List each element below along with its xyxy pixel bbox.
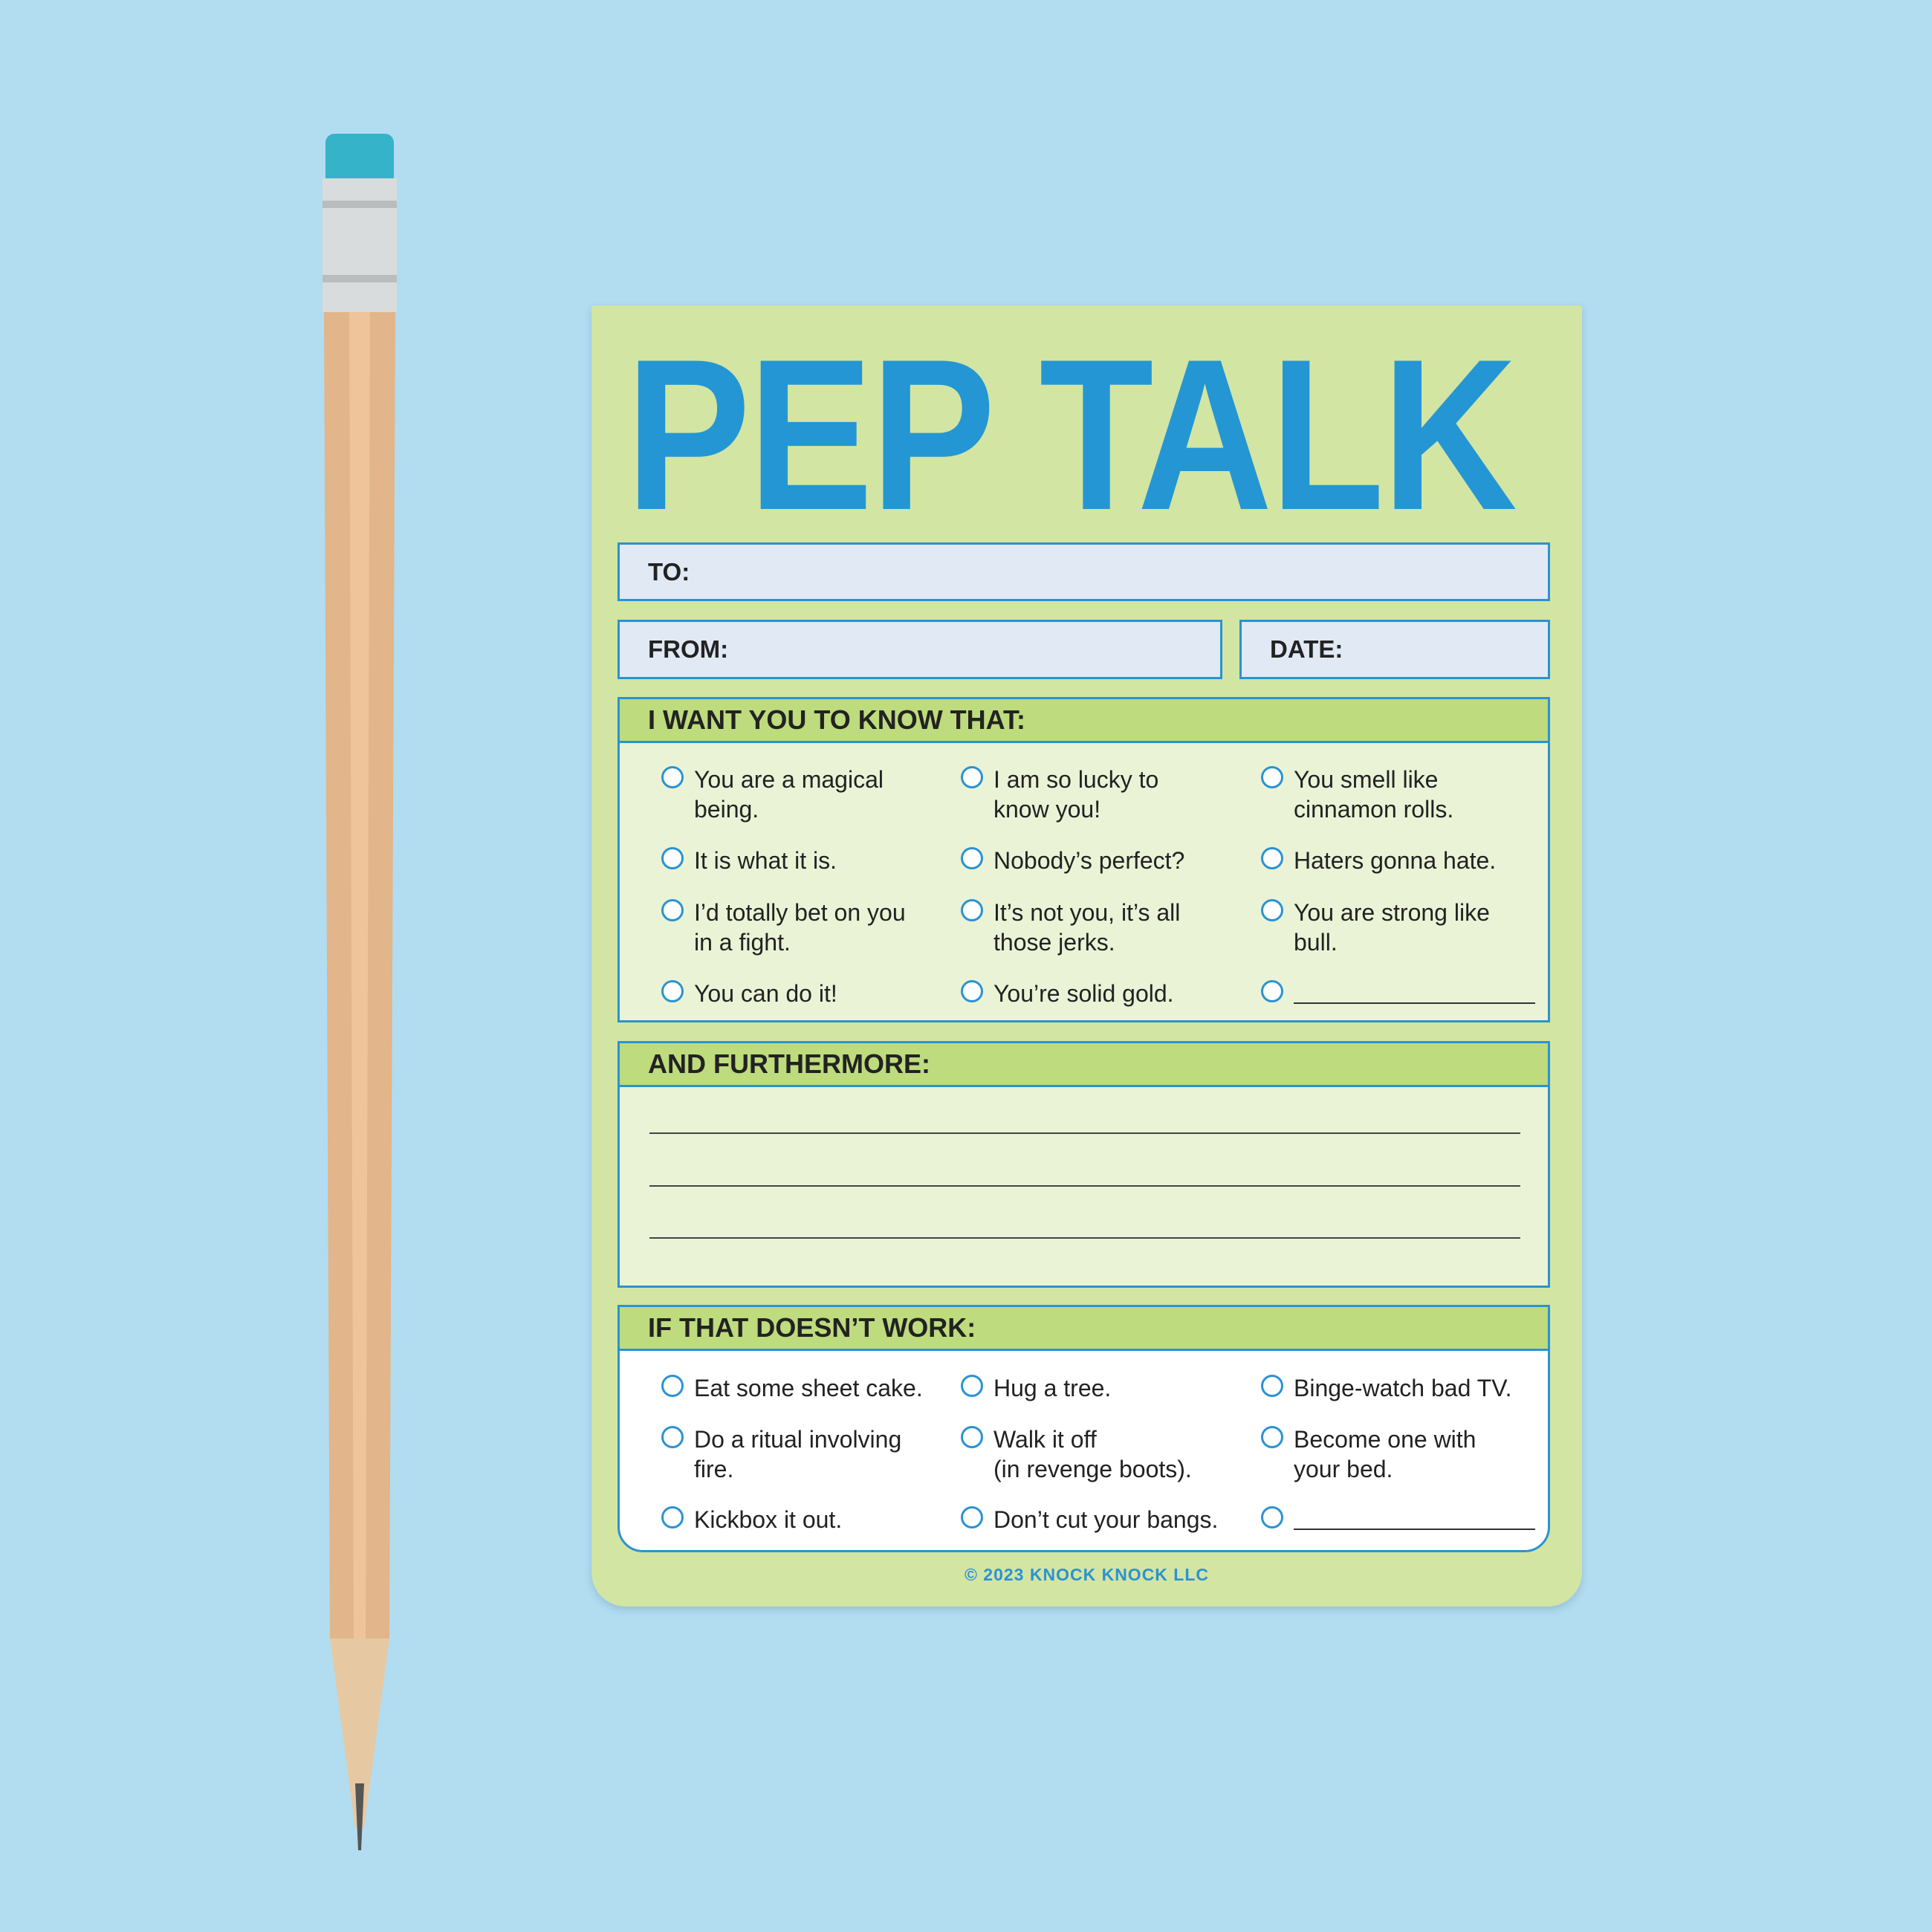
checklist-item-label: You smell like cinnamon rolls. xyxy=(1294,765,1546,824)
label-line: You can do it! xyxy=(694,980,837,1007)
from-field[interactable]: FROM: xyxy=(617,620,1222,679)
blank-write-in-line[interactable] xyxy=(1294,1529,1535,1530)
copyright-footer: © 2023 KNOCK KNOCK LLC xyxy=(964,1565,1210,1584)
checklist-item-label: Don’t cut your bangs. xyxy=(993,1505,1246,1534)
checkbox-circle-icon[interactable] xyxy=(961,1506,983,1529)
label-line: being. xyxy=(694,796,759,823)
label-line: Become one with xyxy=(1294,1426,1476,1453)
label-line: I’d totally bet on you xyxy=(694,899,906,926)
want-you-to-know-section: I WANT YOU TO KNOW THAT: You are a magic… xyxy=(617,697,1550,1022)
label-line: Do a ritual involving xyxy=(694,1426,902,1453)
date-label: DATE: xyxy=(1270,635,1343,663)
to-field[interactable]: TO: xyxy=(617,542,1550,601)
label-line: Haters gonna hate. xyxy=(1294,847,1497,874)
checklist-item-label: Haters gonna hate. xyxy=(1294,846,1546,875)
checkbox-circle-icon[interactable] xyxy=(1261,1426,1283,1448)
checklist-item-label: It’s not you, it’s all those jerks. xyxy=(993,898,1246,957)
checkbox-circle-icon[interactable] xyxy=(1261,980,1283,1002)
label-line: Walk it off xyxy=(993,1426,1097,1453)
checklist-item-label: I am so lucky to know you! xyxy=(993,765,1246,824)
checkbox-circle-icon[interactable] xyxy=(961,766,983,788)
checkbox-circle-icon[interactable] xyxy=(1261,899,1283,921)
label-line: (in revenge boots). xyxy=(993,1456,1192,1482)
checkbox-circle-icon[interactable] xyxy=(1261,1506,1283,1529)
checklist-item-label: You’re solid gold. xyxy=(993,979,1246,1008)
checklist-item-label: Eat some sheet cake. xyxy=(694,1373,947,1403)
checklist-item-label: Binge-watch bad TV. xyxy=(1294,1373,1546,1403)
checklist-item-label: You are strong like bull. xyxy=(1294,898,1546,957)
checkbox-circle-icon[interactable] xyxy=(961,1426,983,1448)
label-line: in a fight. xyxy=(694,929,791,956)
label-line: know you! xyxy=(993,796,1101,823)
label-line: Eat some sheet cake. xyxy=(694,1375,923,1401)
checklist-item-label: Become one with your bed. xyxy=(1294,1424,1546,1484)
label-line: cinnamon rolls. xyxy=(1294,796,1454,823)
checkbox-circle-icon[interactable] xyxy=(661,766,684,788)
checklist-item-label: Do a ritual involving fire. xyxy=(694,1424,947,1484)
date-field[interactable]: DATE: xyxy=(1239,620,1550,679)
write-line[interactable] xyxy=(649,1132,1520,1134)
checklist-item-label: Walk it off (in revenge boots). xyxy=(993,1424,1246,1484)
label-line: Kickbox it out. xyxy=(694,1506,843,1533)
label-line: You are a magical xyxy=(694,766,884,793)
label-line: I am so lucky to xyxy=(993,766,1159,793)
label-line: Binge-watch bad TV. xyxy=(1294,1375,1512,1401)
label-line: your bed. xyxy=(1294,1456,1393,1482)
checklist-item-label: Hug a tree. xyxy=(993,1373,1246,1403)
checkbox-circle-icon[interactable] xyxy=(961,980,983,1002)
label-line: It’s not you, it’s all xyxy=(993,899,1181,926)
checkbox-circle-icon[interactable] xyxy=(1261,1375,1283,1397)
checkbox-circle-icon[interactable] xyxy=(961,1375,983,1397)
checklist-item-label: Nobody’s perfect? xyxy=(993,846,1246,875)
checkbox-circle-icon[interactable] xyxy=(661,1375,684,1397)
label-line: Nobody’s perfect? xyxy=(993,847,1185,874)
checklist-item-label: You are a magical being. xyxy=(694,765,947,824)
label-line: You are strong like xyxy=(1294,899,1490,926)
section-heading: I WANT YOU TO KNOW THAT: xyxy=(620,699,1548,743)
checklist-item-label: It is what it is. xyxy=(694,846,947,875)
checkbox-circle-icon[interactable] xyxy=(661,899,684,921)
label-line: Don’t cut your bangs. xyxy=(993,1506,1219,1533)
checkbox-circle-icon[interactable] xyxy=(1261,847,1283,869)
section-heading: IF THAT DOESN’T WORK: xyxy=(620,1307,1548,1351)
checkbox-circle-icon[interactable] xyxy=(661,1506,684,1529)
checkbox-circle-icon[interactable] xyxy=(661,1426,684,1448)
label-line: You smell like xyxy=(1294,766,1439,793)
checklist-item-label: I’d totally bet on you in a fight. xyxy=(694,898,947,957)
label-line: fire. xyxy=(694,1456,734,1482)
checkbox-circle-icon[interactable] xyxy=(961,899,983,921)
write-line[interactable] xyxy=(649,1237,1520,1239)
write-line[interactable] xyxy=(649,1185,1520,1187)
checkbox-circle-icon[interactable] xyxy=(1261,766,1283,788)
label-line: It is what it is. xyxy=(694,847,837,874)
furthermore-section: AND FURTHERMORE: xyxy=(617,1041,1550,1288)
checkbox-circle-icon[interactable] xyxy=(961,847,983,869)
label-line: bull. xyxy=(1294,929,1338,956)
checkbox-circle-icon[interactable] xyxy=(661,980,684,1002)
notepad-title: PEP TALK xyxy=(626,314,1517,555)
to-label: TO: xyxy=(648,557,690,586)
pencil-icon xyxy=(322,134,397,1850)
checklist-item-label: Kickbox it out. xyxy=(694,1505,947,1534)
if-that-doesnt-work-section: IF THAT DOESN’T WORK: Eat some sheet cak… xyxy=(617,1305,1550,1552)
label-line: Hug a tree. xyxy=(993,1375,1112,1401)
from-label: FROM: xyxy=(648,635,729,663)
checklist-item-label: You can do it! xyxy=(694,979,947,1008)
section-heading: AND FURTHERMORE: xyxy=(620,1043,1548,1087)
blank-write-in-line[interactable] xyxy=(1294,1002,1535,1004)
label-line: those jerks. xyxy=(993,929,1115,956)
label-line: You’re solid gold. xyxy=(993,980,1174,1007)
checkbox-circle-icon[interactable] xyxy=(661,847,684,869)
